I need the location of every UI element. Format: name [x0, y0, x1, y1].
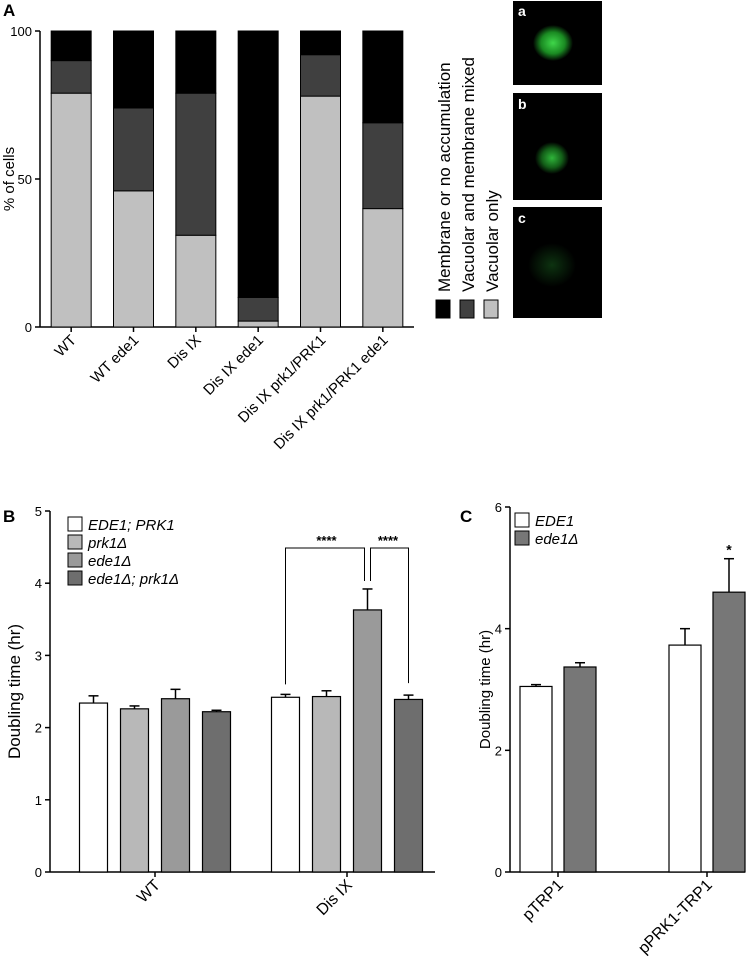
bar: [78, 702, 109, 873]
x-tick-label: WT: [134, 877, 164, 907]
significance-bracket: [370, 547, 409, 684]
bar-segment: [113, 30, 154, 109]
y-tick-label: 3: [35, 648, 42, 663]
x-tick-label: Dis IX prk1/PRK1 ede1: [271, 332, 392, 453]
bar: [201, 711, 232, 873]
panel-label: B: [3, 507, 15, 526]
y-tick-label: 0: [25, 320, 32, 335]
y-tick-label: 2: [495, 743, 502, 758]
significance: ****: [316, 533, 337, 548]
x-tick-label: pTRP1: [520, 877, 567, 924]
legend-swatch: [514, 530, 530, 546]
bar-segment: [50, 60, 92, 94]
legend-label: ede1Δ; prk1Δ: [88, 571, 179, 588]
legend-swatch: [67, 570, 83, 586]
image-label: c: [518, 210, 526, 226]
bar-segment: [362, 30, 404, 124]
bar: [352, 609, 383, 873]
bar-segment: [113, 107, 154, 192]
x-tick-label: Dis IX: [164, 332, 204, 372]
bar-segment: [113, 190, 154, 328]
x-tick-label: Dis IX: [314, 877, 356, 919]
legend-label: Membrane or no accumulation: [435, 62, 454, 292]
legend-label: ede1Δ: [88, 553, 131, 570]
y-tick-label: 2: [35, 721, 42, 736]
bar-segment: [175, 92, 217, 236]
bar-segment: [237, 296, 279, 322]
x-tick-label: WT ede1: [87, 332, 142, 387]
legend-label: Vacuolar and membrane mixed: [459, 57, 478, 292]
legend-label: ede1Δ: [535, 531, 578, 548]
x-tick-label: WT: [51, 332, 80, 361]
bar: [563, 666, 597, 873]
y-tick-label: 0: [35, 865, 42, 880]
bar-segment: [50, 92, 92, 328]
panel-label: A: [3, 1, 15, 20]
y-tick-label: 4: [35, 576, 42, 591]
y-tick-label: 100: [10, 24, 32, 39]
y-tick-label: 5: [35, 504, 42, 519]
bar: [519, 685, 553, 873]
legend-label: EDE1; PRK1: [88, 517, 175, 534]
y-tick-label: 6: [495, 500, 502, 515]
panel-label: C: [460, 507, 472, 526]
bar: [160, 698, 191, 873]
cell: [535, 142, 569, 174]
legend-swatch: [435, 299, 451, 319]
legend-label: EDE1: [535, 513, 574, 530]
y-tick-label: 0: [495, 865, 502, 880]
bar-segment: [300, 30, 341, 56]
bar: [393, 698, 424, 873]
cell: [528, 243, 576, 287]
bar-segment: [237, 30, 279, 298]
bar-segment: [362, 122, 404, 210]
y-axis-label: % of cells: [1, 147, 18, 211]
x-tick-label: pPRK1-TRP1: [635, 877, 716, 958]
legend-swatch: [67, 552, 83, 568]
legend-swatch: [514, 512, 530, 528]
significance-bracket: [285, 547, 365, 685]
image-label: a: [518, 3, 526, 19]
legend-swatch: [483, 299, 499, 319]
bar-segment: [175, 30, 217, 94]
micrographs: a b c: [513, 1, 602, 318]
legend-label: Vacuolar only: [483, 190, 502, 292]
y-tick-label: 50: [18, 172, 32, 187]
bar: [668, 644, 702, 873]
y-axis-label: Doubling time (hr): [477, 630, 494, 749]
y-tick-label: 4: [495, 622, 502, 637]
legend-label: prk1Δ: [87, 535, 127, 552]
bar-segment: [50, 30, 92, 62]
legend-swatch: [67, 516, 83, 532]
bar: [119, 708, 150, 873]
bar-segment: [300, 95, 341, 328]
x-tick-label: Dis IX ede1: [200, 332, 267, 399]
significance: ****: [378, 533, 399, 548]
bar: [712, 591, 746, 873]
y-tick-label: 1: [35, 793, 42, 808]
bar-segment: [237, 320, 279, 328]
legend-swatch: [459, 299, 475, 319]
bar-segment: [300, 54, 341, 97]
image-label: b: [518, 96, 527, 112]
bar-segment: [362, 208, 404, 328]
significance: *: [726, 542, 732, 558]
legend-swatch: [67, 534, 83, 550]
bar: [311, 695, 342, 873]
bar-segment: [175, 234, 217, 328]
y-axis-label: Doubling time (hr): [5, 624, 24, 759]
cell: [533, 25, 573, 61]
bar: [270, 696, 301, 873]
